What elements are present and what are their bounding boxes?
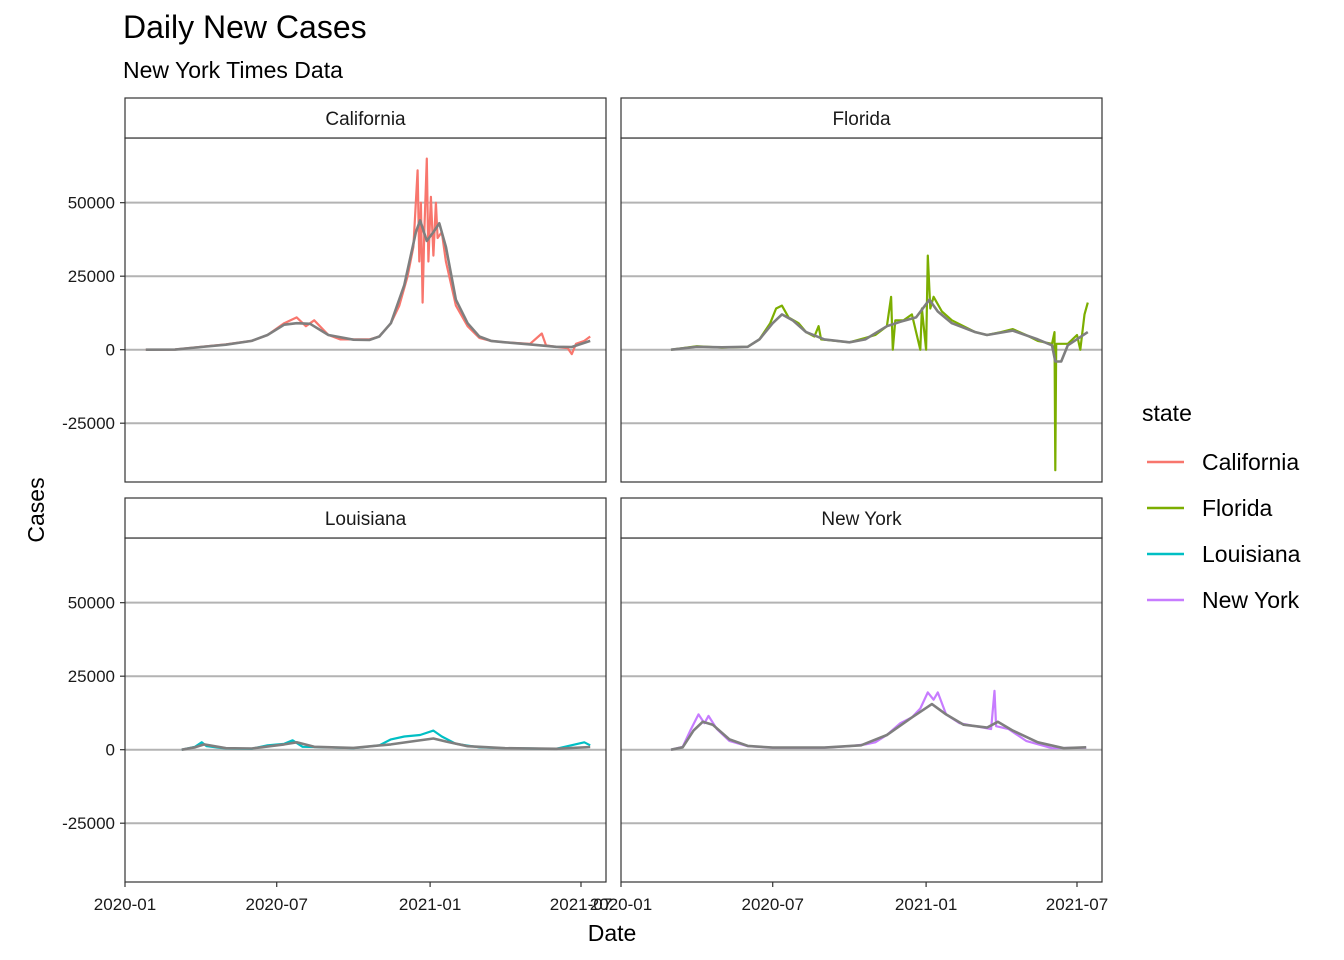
facet-panel-florida: Florida (620, 97, 1103, 483)
chart-title: Daily New Cases (123, 9, 367, 45)
panel-background (621, 138, 1102, 482)
x-tick-label: 2021-01 (895, 895, 957, 914)
facet-strip (124, 497, 607, 539)
chart-subtitle: New York Times Data (123, 57, 343, 83)
facet-panel-louisiana: Louisiana 50000 25000 0 -25000 2020-01 2020-07… (62, 497, 612, 914)
y-tick-label: 50000 (68, 594, 115, 613)
series-line-florida (670, 254, 1089, 472)
facet-panels: California 50000 25000 0 -25000 Florida Louisi… (62, 97, 1108, 914)
y-tick-label: -25000 (62, 414, 115, 433)
y-tick-label: 0 (106, 341, 115, 360)
series-line-california (145, 157, 591, 356)
x-tick-label: 2020-01 (590, 895, 652, 914)
y-tick-label: 25000 (68, 267, 115, 286)
panel-background (125, 538, 606, 882)
facet-strip (620, 97, 1103, 139)
y-tick-label: 0 (106, 741, 115, 760)
legend: state California Florida Louisiana New York (1142, 400, 1301, 613)
facet-strip-label: New York (821, 509, 902, 530)
facet-strip (620, 497, 1103, 539)
smoothed-line-new-york (670, 702, 1087, 751)
x-tick-label: 2021-01 (399, 895, 461, 914)
x-tick-label: 2021-07 (550, 895, 612, 914)
facet-strip-label: Florida (832, 109, 891, 130)
x-tick-label: 2020-07 (742, 895, 804, 914)
panel-background (125, 138, 606, 482)
smoothed-line-florida (670, 298, 1089, 363)
legend-label-louisiana: Louisiana (1202, 541, 1301, 567)
legend-label-california: California (1202, 449, 1299, 475)
legend-title: state (1142, 400, 1192, 426)
x-axis-label: Date (588, 920, 637, 946)
y-tick-label: 25000 (68, 667, 115, 686)
facet-strip (124, 97, 607, 139)
facet-strip-label: Louisiana (325, 509, 407, 530)
legend-label-new-york: New York (1202, 587, 1300, 613)
smoothed-line-california (145, 219, 591, 352)
facet-panel-california: California 50000 25000 0 -25000 (62, 97, 607, 483)
y-axis-label: Cases (23, 477, 49, 542)
facet-panel-new-york: New York 2020-01 2020-07 2021-01 2021-07 (590, 497, 1108, 914)
y-tick-label: 50000 (68, 194, 115, 213)
legend-label-florida: Florida (1202, 495, 1273, 521)
facet-strip-label: California (325, 109, 406, 130)
panel-background (621, 538, 1102, 882)
y-tick-label: -25000 (62, 814, 115, 833)
x-tick-label: 2020-01 (94, 895, 156, 914)
x-tick-label: 2021-07 (1046, 895, 1108, 914)
x-tick-label: 2020-07 (246, 895, 308, 914)
smoothed-line-louisiana (181, 737, 591, 751)
